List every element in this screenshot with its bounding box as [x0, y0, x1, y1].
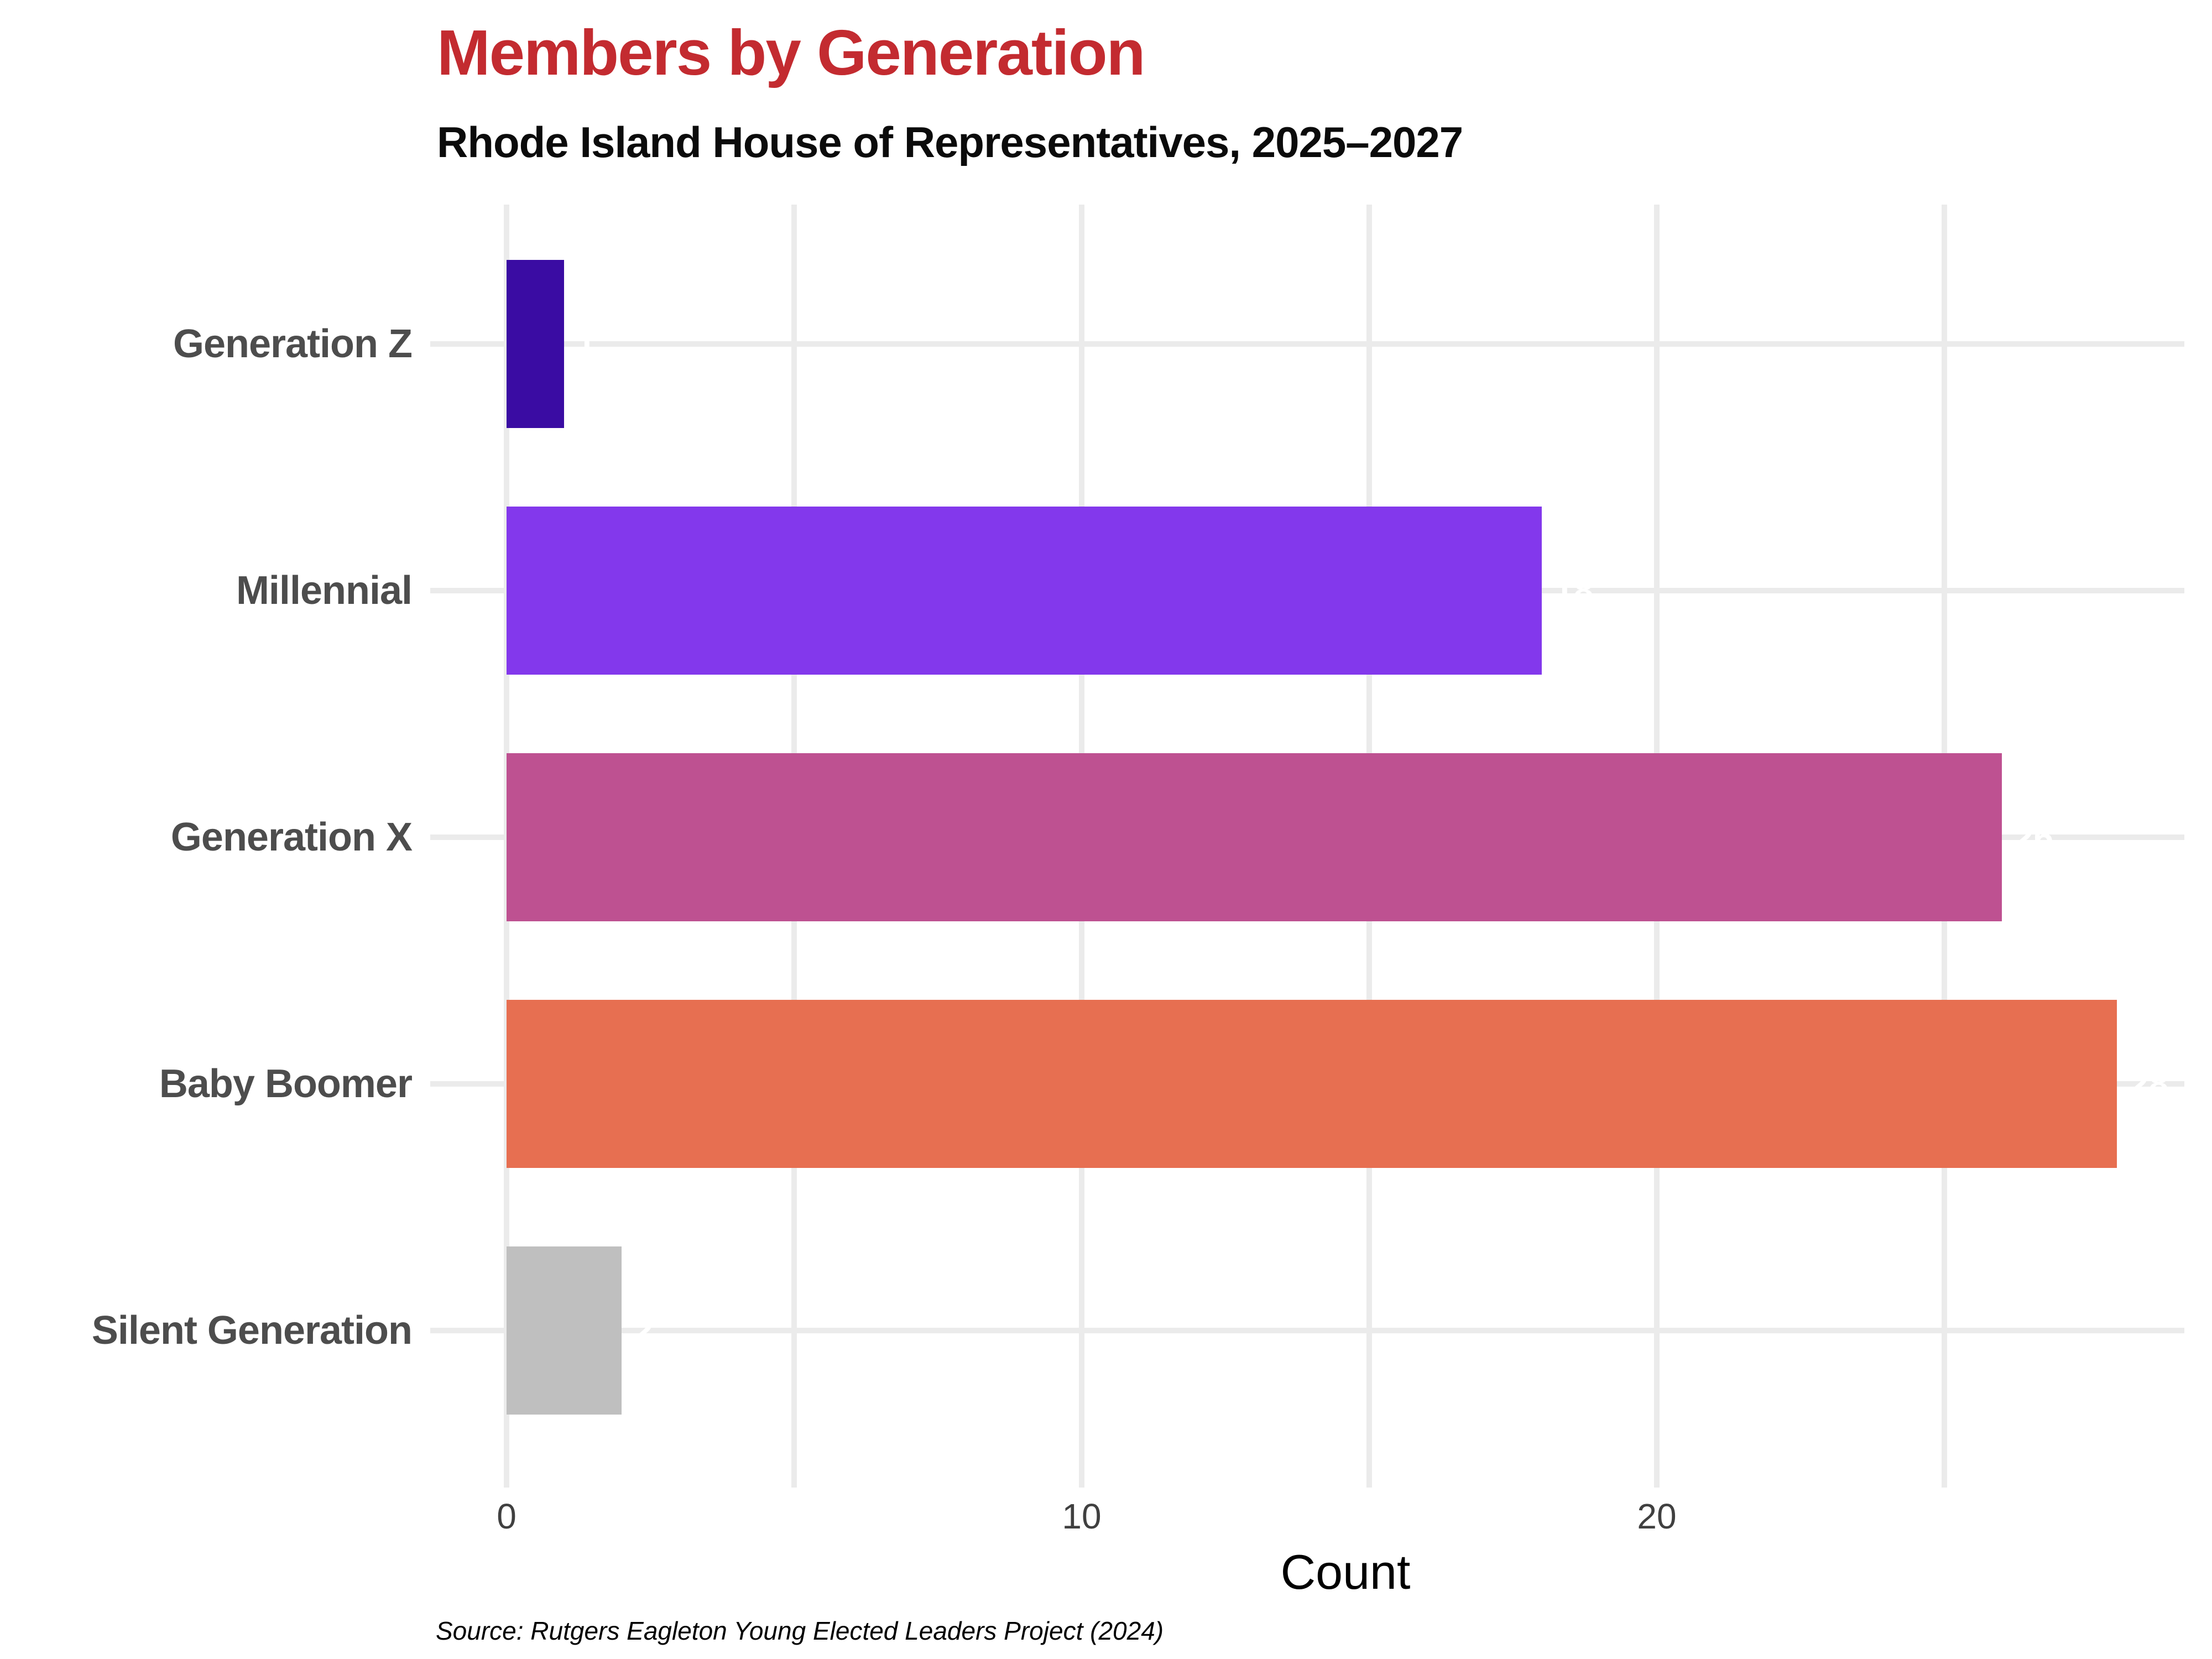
value-label: 18: [1554, 571, 1594, 611]
h-gridline: [430, 341, 2184, 347]
bar: [507, 507, 1542, 675]
category-label: Generation Z: [173, 322, 413, 366]
bar: [507, 1000, 2117, 1168]
value-label: 2: [634, 1311, 654, 1350]
source-note: Source: Rutgers Eagleton Young Elected L…: [436, 1616, 1164, 1645]
value-label: 28: [2129, 1064, 2169, 1104]
bar: [507, 753, 2002, 921]
h-gridline: [430, 1328, 2184, 1333]
category-label: Generation X: [170, 815, 413, 859]
value-label: 1: [576, 324, 596, 364]
x-axis-label: Count: [1280, 1545, 1411, 1599]
value-label: 26: [2014, 817, 2054, 857]
bar: [507, 1246, 622, 1415]
x-tick-label: 0: [497, 1496, 517, 1536]
x-tick-label: 10: [1062, 1496, 1102, 1536]
category-label: Silent Generation: [91, 1308, 413, 1353]
x-tick-label: 20: [1637, 1496, 1677, 1536]
bar: [507, 260, 564, 428]
category-label: Millennial: [236, 568, 413, 613]
category-label: Baby Boomer: [159, 1062, 413, 1106]
page-title: Members by Generation: [437, 17, 1145, 88]
page-subtitle: Rhode Island House of Representatives, 2…: [437, 118, 1463, 166]
